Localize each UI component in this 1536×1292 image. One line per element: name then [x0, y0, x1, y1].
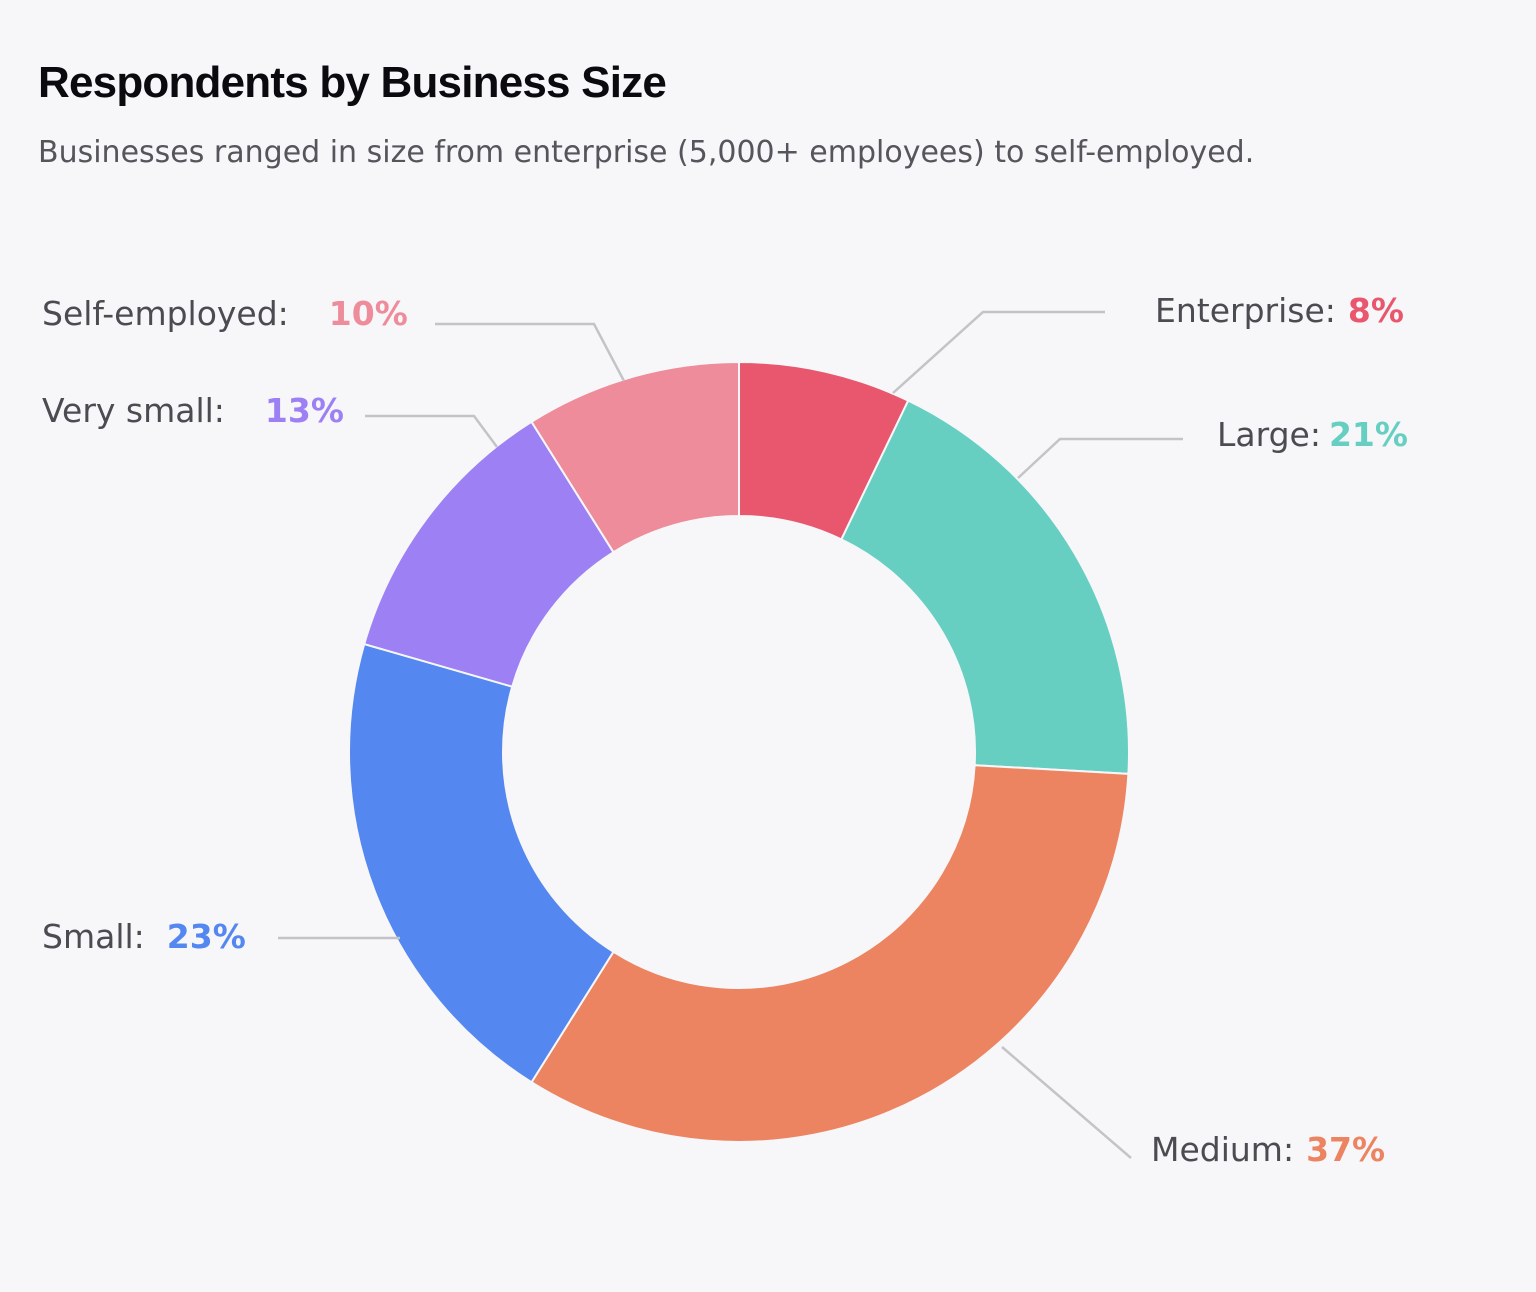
label-name-enterprise: Enterprise:	[1155, 291, 1336, 330]
label-value-small: 23%	[167, 917, 246, 956]
leader-line-self-employed	[435, 322, 626, 382]
slice-self-employed	[530, 360, 740, 554]
leader-lines-group	[278, 310, 1183, 1159]
label-value-self-employed: 10%	[329, 294, 408, 333]
label-name-large: Large:	[1217, 415, 1321, 454]
leader-line-very-small	[365, 414, 499, 448]
chart-title: Respondents by Business Size	[38, 58, 667, 107]
leader-line-large	[1017, 437, 1183, 479]
label-value-medium: 37%	[1306, 1130, 1385, 1169]
chart-subtitle: Businesses ranged in size from enterpris…	[38, 135, 1255, 170]
slice-medium	[530, 764, 1130, 1143]
label-medium: Medium: 37%	[1151, 1130, 1385, 1169]
label-enterprise: Enterprise: 8%	[1155, 291, 1404, 330]
slices-group	[348, 360, 1130, 1143]
label-very-small: Very small: 13%	[42, 391, 344, 430]
slice-large	[840, 399, 1130, 775]
labels-group: Enterprise: 8% Large: 21% Medium: 37% Small: 23…	[42, 291, 1408, 1169]
label-name-self-employed: Self-employed:	[42, 294, 289, 333]
label-name-small: Small:	[42, 917, 145, 956]
label-name-very-small: Very small:	[42, 391, 225, 430]
label-self-employed: Self-employed: 10%	[42, 294, 408, 333]
label-large: Large: 21%	[1217, 415, 1408, 454]
label-value-large: 21%	[1329, 415, 1408, 454]
slice-small	[348, 642, 615, 1084]
label-value-enterprise: 8%	[1348, 291, 1404, 330]
leader-line-medium	[1001, 1046, 1132, 1159]
label-small: Small: 23%	[42, 917, 246, 956]
label-value-very-small: 13%	[265, 391, 344, 430]
label-name-medium: Medium:	[1151, 1130, 1294, 1169]
leader-line-enterprise	[892, 310, 1105, 394]
